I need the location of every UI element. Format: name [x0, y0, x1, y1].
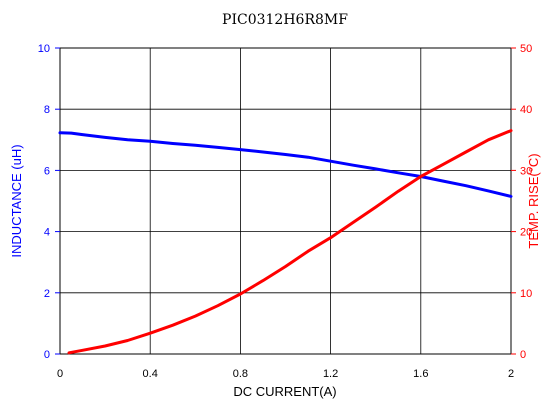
- temperature-rise-line: [67, 129, 513, 355]
- y2-tick-label: 30: [520, 165, 532, 177]
- y2-axis-label: TEMP. RISE(°C): [526, 153, 541, 248]
- x-tick-label: 2: [508, 368, 514, 380]
- x-axis-label: DC CURRENT(A): [233, 384, 336, 399]
- y2-tick-label: 50: [520, 43, 532, 55]
- y-tick-label: 10: [38, 43, 50, 55]
- x-axis-ticks: 0 0.4 0.8 1.2 1.6 2: [57, 368, 514, 380]
- y2-tick-label: 10: [520, 288, 532, 300]
- y-tick-label: 8: [44, 104, 50, 116]
- inductance-line: [58, 131, 513, 198]
- x-tick-label: 1.2: [323, 368, 338, 380]
- series-group: [58, 129, 513, 355]
- x-tick-label: 0.4: [143, 368, 158, 380]
- y2-tick-label: 0: [520, 349, 526, 361]
- y-tick-label: 0: [44, 349, 50, 361]
- grid: [60, 48, 511, 354]
- y-tick-label: 6: [44, 165, 50, 177]
- x-tick-label: 0.8: [233, 368, 248, 380]
- x-tick-label: 1.6: [413, 368, 428, 380]
- y-axis-ticks: 0 2 4 6 8 10: [38, 43, 60, 361]
- chart-title: PIC0312H6R8MF: [222, 12, 348, 28]
- plot-frame: [59, 47, 512, 355]
- y2-tick-label: 20: [520, 227, 532, 239]
- y-tick-label: 4: [44, 227, 50, 239]
- y-axis-label: INDUCTANCE (uH): [9, 144, 24, 257]
- x-tick-label: 0: [57, 368, 63, 380]
- y2-axis-ticks: 0 10 20 30 40 50: [511, 43, 532, 361]
- y2-tick-label: 40: [520, 104, 532, 116]
- y-tick-label: 2: [44, 288, 50, 300]
